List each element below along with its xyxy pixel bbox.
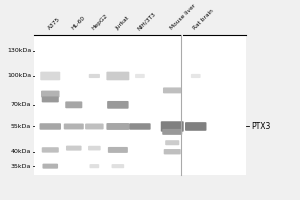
Text: A375: A375 xyxy=(47,17,61,31)
Text: 35kDa: 35kDa xyxy=(11,164,31,169)
FancyBboxPatch shape xyxy=(40,72,60,80)
FancyBboxPatch shape xyxy=(107,101,129,109)
FancyBboxPatch shape xyxy=(135,74,145,78)
Text: 130kDa: 130kDa xyxy=(7,48,31,53)
FancyBboxPatch shape xyxy=(66,146,82,151)
FancyBboxPatch shape xyxy=(129,123,151,130)
FancyBboxPatch shape xyxy=(43,164,58,169)
Bar xyxy=(34,35,246,175)
FancyBboxPatch shape xyxy=(41,91,59,97)
Text: NIH/3T3: NIH/3T3 xyxy=(136,11,157,31)
FancyBboxPatch shape xyxy=(89,74,100,78)
Text: Rat brain: Rat brain xyxy=(192,8,215,31)
Text: HepG2: HepG2 xyxy=(91,13,109,31)
FancyBboxPatch shape xyxy=(42,96,59,102)
Text: Jurkat: Jurkat xyxy=(114,15,130,31)
FancyBboxPatch shape xyxy=(106,123,129,130)
FancyBboxPatch shape xyxy=(191,74,201,78)
FancyBboxPatch shape xyxy=(108,147,128,153)
FancyBboxPatch shape xyxy=(65,101,82,108)
FancyBboxPatch shape xyxy=(161,121,184,132)
Text: Mouse liver: Mouse liver xyxy=(169,3,196,31)
FancyBboxPatch shape xyxy=(88,146,101,150)
FancyBboxPatch shape xyxy=(106,72,129,80)
Text: 40kDa: 40kDa xyxy=(11,149,31,154)
Text: 55kDa: 55kDa xyxy=(11,124,31,129)
FancyBboxPatch shape xyxy=(89,164,99,168)
Text: PTX3: PTX3 xyxy=(252,122,271,131)
FancyBboxPatch shape xyxy=(42,147,59,153)
FancyBboxPatch shape xyxy=(165,140,179,145)
FancyBboxPatch shape xyxy=(112,164,124,168)
FancyBboxPatch shape xyxy=(40,123,61,130)
FancyBboxPatch shape xyxy=(85,124,103,129)
FancyBboxPatch shape xyxy=(64,124,84,129)
FancyBboxPatch shape xyxy=(162,129,182,135)
FancyBboxPatch shape xyxy=(185,122,206,131)
Text: HL-60: HL-60 xyxy=(70,15,86,31)
Text: 100kDa: 100kDa xyxy=(7,73,31,78)
FancyBboxPatch shape xyxy=(164,149,181,154)
FancyBboxPatch shape xyxy=(163,87,182,93)
Text: 70kDa: 70kDa xyxy=(11,102,31,107)
